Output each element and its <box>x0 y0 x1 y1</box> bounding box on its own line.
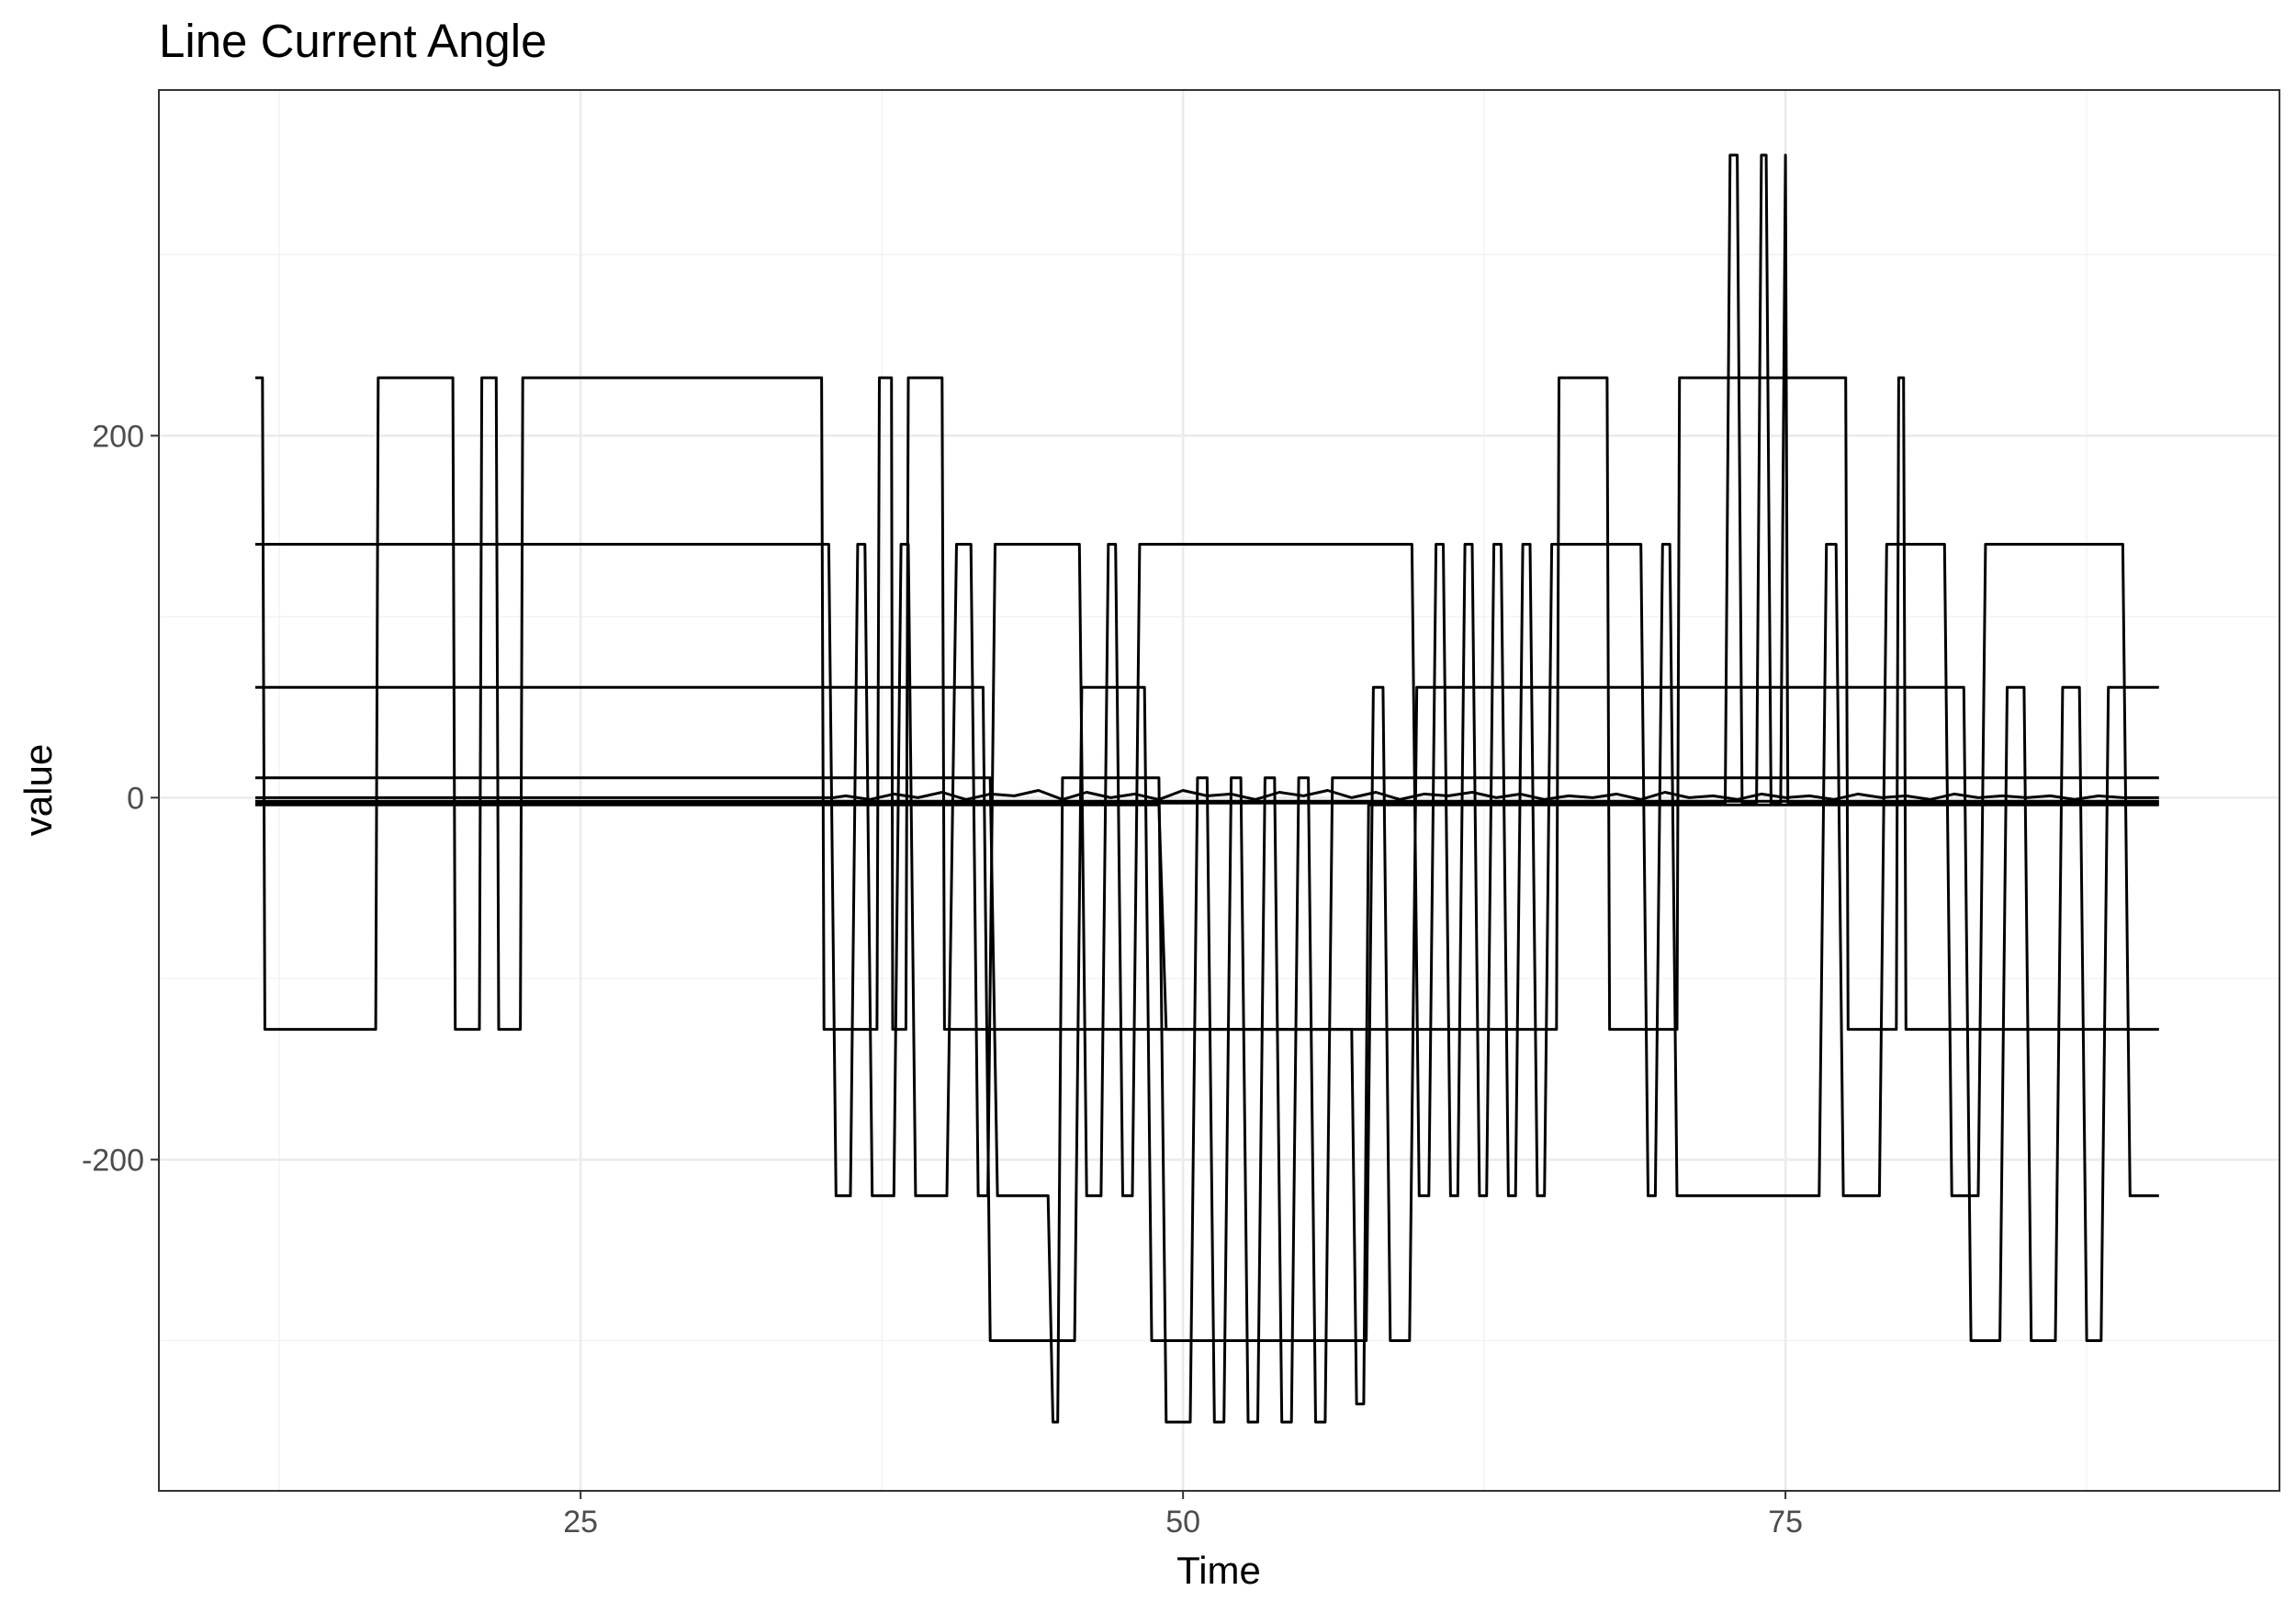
plot-panel <box>158 89 2280 1492</box>
x-tick-label: 25 <box>563 1505 598 1540</box>
series-line-6 <box>255 776 2159 1424</box>
y-tick-label: -200 <box>82 1143 144 1178</box>
series-line-5 <box>255 685 2159 1342</box>
y-tick-label: 200 <box>92 419 144 454</box>
x-axis: 25 50 75 <box>563 1491 1803 1540</box>
chart-title: Line Current Angle <box>159 15 546 67</box>
x-tick-label: 75 <box>1768 1505 1803 1540</box>
series-line-4 <box>255 543 2159 1198</box>
series-line-2 <box>255 789 2159 801</box>
series-line-3 <box>255 376 2159 1032</box>
y-tick-label: 0 <box>127 781 144 816</box>
y-axis: -200 0 200 <box>82 419 159 1178</box>
series-line-7 <box>255 803 2159 1405</box>
x-tick-label: 50 <box>1165 1505 1200 1540</box>
x-axis-title: Time <box>1176 1549 1261 1592</box>
series-line-8 <box>255 153 2159 805</box>
series-layer <box>255 153 2159 1424</box>
y-axis-title: value <box>17 744 60 836</box>
